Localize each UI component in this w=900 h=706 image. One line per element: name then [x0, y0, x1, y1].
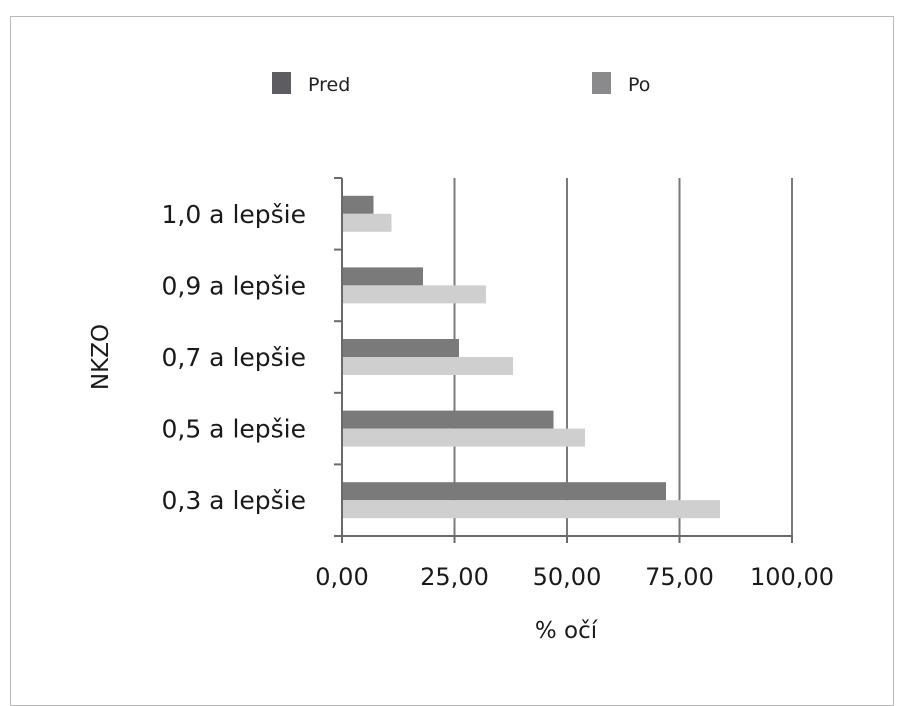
x-tick-label: 50,00 [533, 563, 602, 591]
bar-po [342, 285, 486, 304]
legend-swatch-pred [272, 72, 291, 94]
x-tick-labels: 0,00 25,00 50,00 75,00 100,00 [315, 563, 834, 591]
category-label: 0,7 a lepšie [161, 343, 306, 372]
bar-pred [342, 410, 554, 429]
x-tick-label: 100,00 [750, 563, 834, 591]
bars [342, 195, 720, 519]
axes [334, 177, 793, 543]
x-tick-label: 75,00 [645, 563, 714, 591]
bar-pred [342, 339, 459, 357]
x-tick-label: 25,00 [420, 563, 489, 591]
category-labels: 1,0 a lepšie 0,9 a lepšie 0,7 a lepšie 0,5 … [161, 200, 306, 515]
legend-label-po: Po [628, 74, 650, 96]
bar-po [342, 500, 720, 519]
legend-swatch-po [592, 72, 611, 94]
x-axis-title: % očí [535, 618, 598, 644]
legend: Pred Po [272, 72, 650, 96]
bar-pred [342, 195, 374, 214]
bar-po [342, 357, 513, 375]
category-label: 0,3 a lepšie [161, 486, 306, 515]
x-tick-label: 0,00 [315, 563, 368, 591]
bar-pred [342, 482, 666, 501]
legend-label-pred: Pred [308, 74, 350, 96]
category-label: 0,9 a lepšie [161, 271, 306, 300]
bar-po [342, 428, 585, 447]
bar-pred [342, 267, 423, 286]
category-label: 1,0 a lepšie [161, 200, 306, 229]
bar-po [342, 213, 392, 232]
category-label: 0,5 a lepšie [161, 415, 306, 444]
y-axis-title: NKZO [88, 324, 114, 390]
